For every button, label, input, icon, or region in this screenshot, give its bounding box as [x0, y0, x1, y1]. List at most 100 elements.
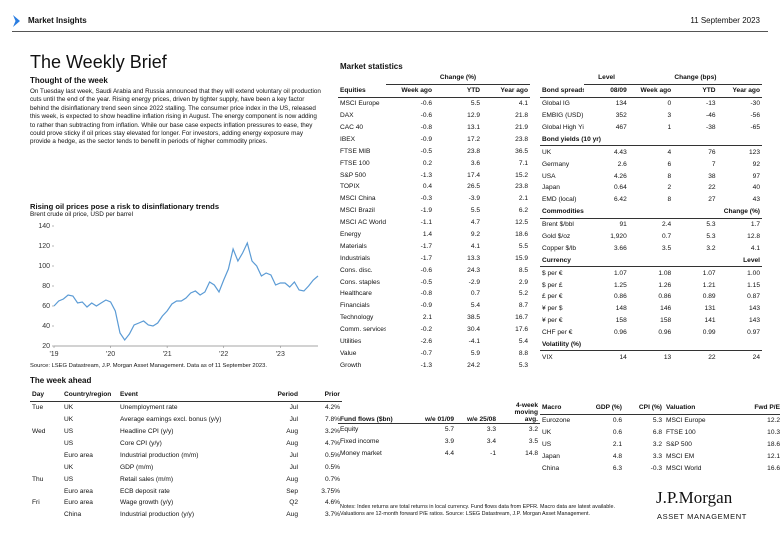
table-cell: Euro area — [64, 499, 93, 507]
bonds-table: Level Change (bps) Bond spreads 08/09 Week a… — [540, 72, 762, 363]
table-cell: S&P 500 — [340, 171, 366, 179]
table-cell: -1.7 — [420, 242, 432, 250]
table-cell: 13.3 — [467, 254, 480, 262]
table-cell: GDP (%) — [584, 402, 624, 415]
table-cell: Bond yields (10 yr) — [540, 133, 762, 147]
table-cell: Japan — [542, 453, 560, 460]
table-cell: 1.00 — [747, 269, 760, 277]
table-cell: 0.96 — [613, 329, 627, 337]
table-cell: 4.1 — [470, 242, 480, 250]
table-cell: Valuation — [664, 402, 738, 415]
table-cell: 1.7 — [750, 221, 760, 229]
table-cell: Core CPI (y/y) — [120, 440, 162, 447]
table-row: Thu US Retail sales (m/m) Aug 0.7% — [30, 473, 342, 485]
table-cell: 3.2 — [528, 426, 538, 434]
table-row: Fixed income 3.9 3.4 3.5 — [338, 436, 540, 448]
table-cell: 4.8 — [612, 453, 622, 460]
table-cell: -0.8 — [420, 290, 432, 298]
table-cell: 24 — [752, 353, 760, 361]
table-row: £ per € 0.86 0.86 0.89 0.87 — [540, 291, 762, 303]
table-cell: -1.7 — [420, 254, 432, 262]
table-row: EMD (local) 6.42 8 27 43 — [540, 194, 762, 206]
table-row: FTSE MIB -0.5 23.8 36.5 — [338, 145, 530, 157]
table-cell: Unemployment rate — [120, 404, 178, 412]
table-cell: -3.9 — [468, 195, 480, 203]
week-ahead-heading: The week ahead — [30, 376, 92, 385]
table-cell: -2.6 — [420, 338, 432, 346]
table-cell — [30, 414, 62, 426]
table-cell: 2 — [667, 184, 672, 192]
table-cell: FTSE 100 — [340, 159, 370, 167]
table-cell: -0.8 — [420, 124, 432, 131]
table-cell: YTD — [673, 84, 718, 98]
table-cell: 1.21 — [702, 281, 716, 289]
table-cell: Week ago — [628, 84, 674, 98]
table-cell: 4.43 — [613, 148, 627, 156]
table-cell: 5.4 — [470, 302, 480, 310]
week-ahead-table: Day Country/region Event Period Prior Tue UK Un… — [30, 389, 342, 521]
table-cell: Headline CPI (y/y) — [120, 428, 174, 436]
table-cell: w/e 25/08 — [456, 402, 498, 424]
table-cell: Euro area — [64, 487, 93, 495]
table-cell: 22 — [708, 353, 716, 361]
table-row: UK 4.43 4 76 123 — [540, 146, 762, 158]
table-cell: 8.5 — [518, 266, 528, 274]
table-cell: Growth — [340, 361, 362, 369]
table-cell: 14 — [619, 353, 627, 361]
table-cell: VIX — [542, 353, 553, 361]
table-row: Cons. disc. -0.6 24.3 8.5 — [338, 264, 530, 276]
table-cell: -38 — [706, 124, 716, 131]
table-cell: 3.2% — [324, 428, 340, 436]
table-cell: -0.3 — [650, 464, 662, 472]
table-cell: US — [64, 440, 74, 447]
notes: Notes: Index returns are total returns i… — [340, 504, 615, 517]
table-cell: UK — [64, 463, 74, 471]
table-cell: 1.07 — [613, 269, 627, 277]
table-cell: 0 — [667, 100, 672, 108]
table-cell: Materials — [340, 242, 367, 250]
table-cell: UK — [64, 416, 74, 424]
table-row: EMBIG (USD) 352 3 -46 -56 — [540, 110, 762, 122]
table-cell: 12.9 — [467, 112, 480, 120]
table-cell: Tue — [32, 404, 44, 412]
table-cell: 0.96 — [658, 329, 672, 337]
table-row: Fri Euro area Wage growth (y/y) Q2 4.6% — [30, 497, 342, 509]
table-cell: 5.5 — [470, 100, 480, 108]
table-cell: US — [64, 475, 74, 483]
table-row: Technology 2.1 38.5 16.7 — [338, 312, 530, 324]
table-row: Comm. services -0.2 30.4 17.6 — [338, 324, 530, 336]
table-cell: Commodities — [540, 205, 629, 219]
table-cell: China — [542, 464, 560, 472]
table-cell: FTSE MIB — [340, 147, 371, 155]
table-cell: S&P 500 — [666, 441, 692, 449]
table-row: US Core CPI (y/y) Aug 4.7% — [30, 438, 342, 450]
table-cell: 2.1 — [612, 441, 622, 449]
table-cell: 6.3 — [612, 464, 622, 472]
table-cell: 6 — [667, 160, 672, 168]
table-cell: -4.1 — [468, 338, 480, 346]
table-cell: 4.1 — [750, 244, 760, 252]
table-cell: EMD (local) — [542, 196, 577, 204]
thought-text: On Tuesday last week, Saudi Arabia and R… — [30, 88, 321, 146]
oil-line — [53, 241, 319, 342]
table-cell: Copper $/lb — [542, 244, 577, 252]
table-cell: -0.6 — [420, 100, 432, 108]
table-cell: $ per £ — [542, 281, 563, 289]
table-cell — [30, 509, 62, 521]
table-cell: 134 — [615, 100, 627, 108]
table-cell: Level — [584, 254, 762, 268]
table-cell — [540, 72, 584, 84]
table-cell: GDP (m/m) — [120, 463, 154, 471]
table-cell: 0.4 — [422, 183, 432, 191]
table-cell: 15.9 — [515, 254, 528, 262]
thought-heading: Thought of the week — [30, 76, 108, 85]
table-row: MSCI AC World -1.1 4.7 12.5 — [338, 217, 530, 229]
table-row: CHF per € 0.96 0.96 0.99 0.97 — [540, 327, 762, 339]
table-cell: 158 — [615, 317, 627, 325]
table-row: Equities Week ago YTD Year ago — [338, 84, 530, 98]
table-cell: 4.6% — [324, 499, 340, 507]
table-row: MSCI Brazil -1.9 5.5 6.2 — [338, 205, 530, 217]
title: The Weekly Brief — [30, 52, 167, 72]
table-row: Equity 5.7 3.3 3.2 — [338, 424, 540, 436]
table-row: USA 4.26 8 38 97 — [540, 170, 762, 182]
